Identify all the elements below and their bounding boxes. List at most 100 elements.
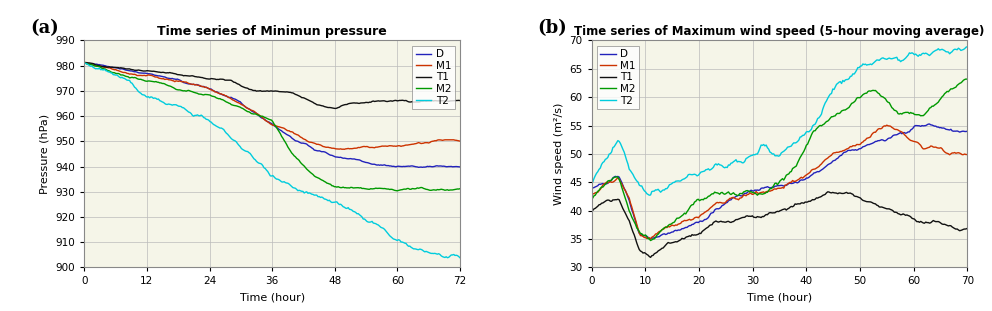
M1 [304, 140, 315, 144]
T1 [809, 197, 821, 201]
M2 [454, 187, 466, 191]
M2 [309, 174, 320, 178]
D [585, 186, 597, 190]
Line: T2: T2 [591, 47, 967, 195]
M2 [961, 77, 973, 81]
D [924, 122, 935, 126]
T2 [816, 107, 828, 111]
T2 [644, 193, 656, 197]
M1 [338, 147, 350, 151]
D [421, 165, 433, 169]
T1 [585, 209, 597, 213]
M2 [79, 61, 91, 65]
T1 [587, 209, 599, 212]
M2 [810, 127, 822, 131]
Line: T1: T1 [84, 63, 460, 109]
M1 [81, 61, 93, 65]
T1 [454, 99, 466, 102]
T2 [809, 122, 821, 126]
T2 [587, 180, 599, 184]
M1 [79, 61, 91, 64]
T1 [810, 196, 822, 200]
T2 [309, 193, 320, 197]
D [309, 148, 320, 152]
M1 [587, 192, 599, 196]
Title: Time series of Maximum wind speed (5-hour moving average): Time series of Maximum wind speed (5-hou… [574, 25, 984, 38]
D [809, 171, 821, 174]
D [395, 165, 407, 168]
T2 [302, 191, 313, 195]
T2 [585, 183, 597, 187]
T1 [961, 226, 973, 230]
T1 [79, 61, 91, 64]
M2 [645, 239, 657, 242]
D [413, 165, 425, 169]
M1 [881, 123, 893, 127]
M2 [396, 188, 408, 192]
D [645, 237, 657, 240]
M2 [816, 123, 828, 127]
M2 [78, 61, 90, 65]
Legend: D, M1, T1, M2, T2: D, M1, T1, M2, T2 [597, 46, 639, 109]
T1 [645, 255, 657, 259]
T1 [821, 190, 833, 194]
T2 [395, 240, 407, 244]
M1 [422, 141, 434, 145]
M2 [301, 167, 312, 171]
T2 [961, 45, 973, 49]
M1 [454, 139, 466, 143]
T1 [304, 99, 315, 102]
M1 [398, 144, 410, 148]
T1 [905, 215, 917, 219]
M1 [78, 61, 90, 64]
Line: T2: T2 [84, 63, 460, 258]
Y-axis label: Pressure (hPa): Pressure (hPa) [40, 114, 50, 194]
X-axis label: Time (hour): Time (hour) [240, 292, 305, 302]
T2 [79, 62, 91, 65]
T2 [78, 61, 90, 65]
M1 [809, 167, 821, 171]
M2 [421, 188, 433, 191]
D [961, 129, 973, 133]
D [904, 130, 916, 134]
Legend: D, M1, T1, M2, T2: D, M1, T1, M2, T2 [413, 46, 454, 109]
T1 [302, 98, 313, 102]
Line: M2: M2 [84, 63, 460, 191]
M1 [810, 166, 822, 170]
M2 [585, 198, 597, 202]
M1 [302, 140, 313, 143]
M2 [904, 112, 916, 115]
T1 [78, 61, 90, 65]
D [810, 170, 822, 174]
T2 [301, 190, 312, 194]
D [816, 167, 828, 171]
T2 [904, 51, 916, 55]
T2 [419, 250, 431, 254]
Line: M1: M1 [84, 63, 460, 149]
X-axis label: Time (hour): Time (hour) [747, 292, 811, 302]
D [302, 143, 313, 147]
T2 [454, 256, 466, 260]
M1 [961, 153, 973, 156]
M1 [816, 160, 828, 164]
T2 [928, 50, 939, 54]
D [78, 61, 90, 65]
D [301, 142, 312, 146]
D [79, 62, 91, 65]
M2 [302, 168, 313, 172]
M1 [310, 142, 321, 146]
Line: D: D [591, 124, 967, 239]
D [454, 165, 466, 169]
T1 [929, 219, 940, 223]
D [929, 124, 940, 128]
T1 [329, 107, 341, 110]
M2 [928, 104, 939, 108]
T1 [310, 102, 321, 106]
T2 [810, 120, 822, 123]
Y-axis label: Wind speed (m²/s): Wind speed (m²/s) [554, 103, 563, 205]
Line: M2: M2 [591, 79, 967, 240]
T1 [816, 193, 828, 197]
M2 [960, 77, 972, 81]
D [587, 186, 599, 190]
T1 [398, 99, 410, 102]
